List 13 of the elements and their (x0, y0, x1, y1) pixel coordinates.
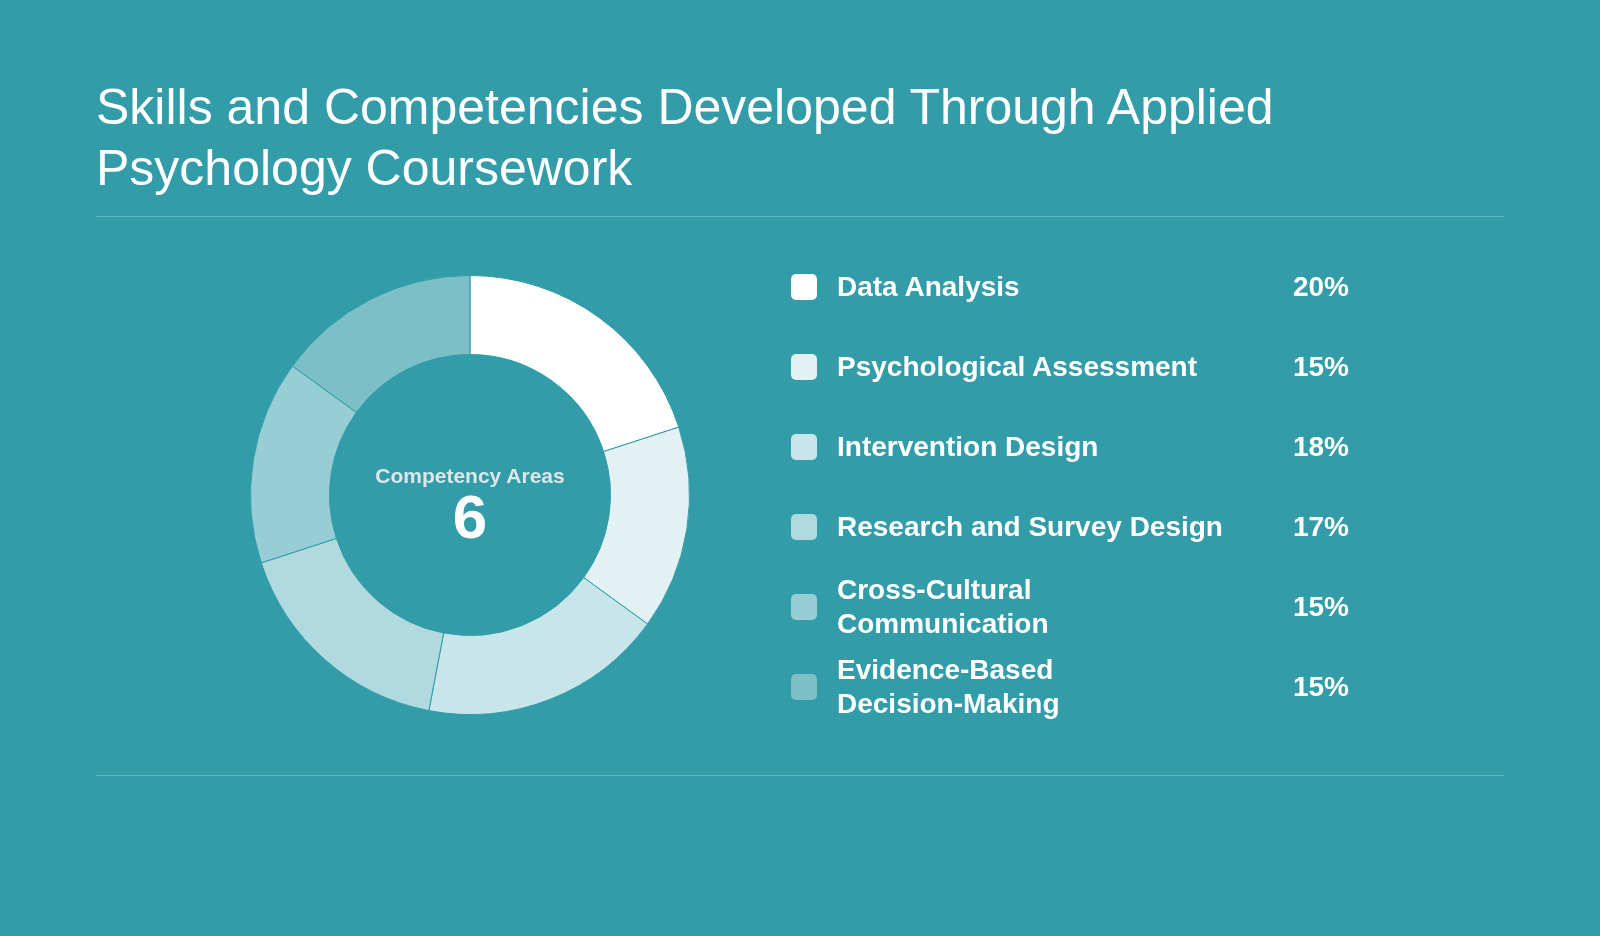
data-label: 20% (1291, 270, 1349, 304)
legend-label: Data Analysis (837, 271, 1020, 302)
data-label: 15% (1291, 590, 1349, 624)
data-label: 18% (1291, 430, 1349, 464)
legend-label: Intervention Design (837, 431, 1099, 462)
data-label: 15% (1291, 350, 1349, 384)
chart-title: Skills and Competencies Developed Through Applied Psychology Coursework (96, 78, 1275, 198)
legend-label: Psychological Assessment (837, 351, 1198, 382)
legend-label: Research and Survey Design (837, 511, 1223, 542)
legend-label: Evidence-Based Decision-Making (837, 654, 1060, 719)
legend-label: Cross-Cultural Communication (837, 574, 1049, 639)
data-label: 17% (1291, 510, 1349, 544)
data-label: 15% (1291, 670, 1349, 704)
